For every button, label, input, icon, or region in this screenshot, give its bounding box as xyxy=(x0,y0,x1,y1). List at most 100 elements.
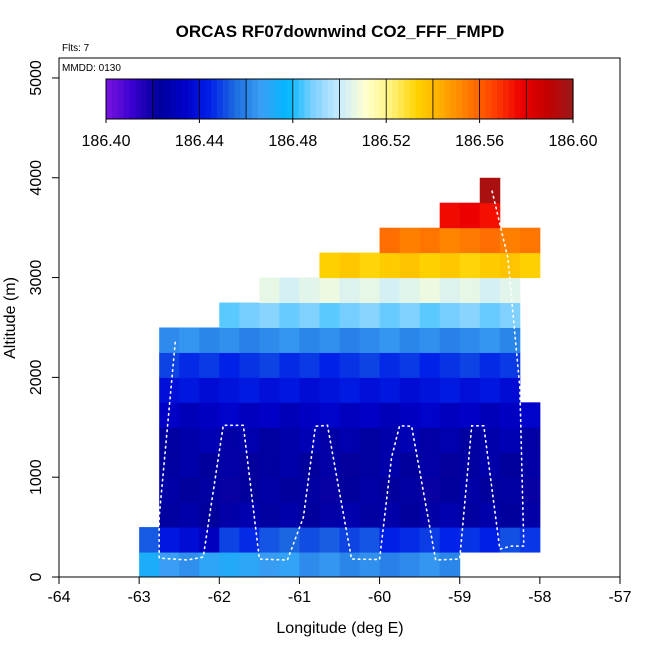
colorbar-tick-label: 186.40 xyxy=(82,133,131,150)
heatmap-cell xyxy=(479,252,501,279)
heatmap-cell xyxy=(479,502,501,528)
colorbar-swatch xyxy=(234,79,241,119)
colorbar-swatch xyxy=(141,79,148,119)
heatmap-cell xyxy=(379,452,401,478)
heatmap-cell xyxy=(479,527,501,553)
heatmap-cell xyxy=(159,552,180,578)
colorbar-swatch xyxy=(170,79,177,119)
heatmap-cell xyxy=(299,452,320,478)
heatmap-cell xyxy=(379,477,401,503)
heatmap-cell xyxy=(359,252,381,279)
colorbar-tick-label: 186.48 xyxy=(268,133,317,150)
heatmap-cell xyxy=(279,277,300,304)
heatmap-cell xyxy=(139,527,160,553)
colorbar-swatch xyxy=(567,79,574,119)
heatmap-cell xyxy=(519,527,541,553)
colorbar-swatch xyxy=(386,79,393,119)
heatmap-cell xyxy=(339,252,361,279)
colorbar-swatch xyxy=(310,79,317,119)
heatmap-cell xyxy=(179,352,200,378)
y-tick-label: 3000 xyxy=(28,260,45,296)
heatmap-cell xyxy=(339,402,361,428)
heatmap-cell xyxy=(239,477,260,503)
heatmap-cell xyxy=(419,227,441,254)
heatmap-cell xyxy=(179,477,200,503)
heatmap-cell xyxy=(499,227,521,254)
heatmap-cell xyxy=(259,527,280,553)
heatmap-cell xyxy=(479,427,501,453)
heatmap-cell xyxy=(439,402,461,428)
heatmap-cell xyxy=(439,377,461,403)
heatmap-cell xyxy=(419,277,441,304)
colorbar-swatch xyxy=(450,79,457,119)
heatmap-cell xyxy=(179,527,200,553)
colorbar-swatch xyxy=(298,79,306,119)
heatmap-cell xyxy=(419,377,441,403)
heatmap-cells xyxy=(139,177,541,578)
heatmap-cell xyxy=(259,427,280,453)
colorbar-swatch xyxy=(316,79,323,119)
heatmap-cell xyxy=(359,402,381,428)
colorbar-swatch xyxy=(456,79,463,119)
heatmap-cell xyxy=(499,352,521,378)
colorbar-swatch xyxy=(327,79,335,119)
heatmap-cell xyxy=(439,352,461,378)
heatmap-cell xyxy=(259,452,280,478)
heatmap-cell xyxy=(199,427,220,453)
colorbar-swatch xyxy=(514,79,522,119)
colorbar-swatch xyxy=(275,79,282,119)
colorbar-swatch xyxy=(409,79,416,119)
y-tick-label: 0 xyxy=(28,572,45,581)
heatmap-cell xyxy=(479,452,501,478)
heatmap-cell xyxy=(239,527,260,553)
colorbar-swatch xyxy=(146,79,154,119)
heatmap-cell xyxy=(359,377,381,403)
heatmap-cell xyxy=(159,327,180,353)
colorbar-swatch xyxy=(415,79,422,119)
heatmap-cell xyxy=(459,527,481,553)
colorbar-swatch xyxy=(479,79,487,119)
heatmap-cell xyxy=(459,202,481,229)
heatmap-cell xyxy=(399,452,421,478)
colorbar-swatch xyxy=(269,79,276,119)
colorbar-swatch xyxy=(286,79,294,119)
colorbar-swatch xyxy=(438,79,446,119)
heatmap-cell xyxy=(159,402,180,428)
heatmap-cell xyxy=(479,202,501,229)
colorbar-swatch xyxy=(520,79,527,119)
heatmap-cell xyxy=(499,502,521,528)
heatmap-cell xyxy=(219,352,240,378)
heatmap-cell xyxy=(399,377,421,403)
flight-track xyxy=(158,188,525,561)
heatmap-cell xyxy=(399,502,421,528)
heatmap-cell xyxy=(399,327,421,353)
heatmap-cell xyxy=(139,552,160,578)
heatmap-cell xyxy=(419,402,441,428)
heatmap-cell xyxy=(359,327,381,353)
flight-track-line xyxy=(158,188,525,561)
heatmap-cell xyxy=(259,552,280,578)
heatmap-cell xyxy=(399,277,421,304)
heatmap-cell xyxy=(339,327,361,353)
colorbar-swatch xyxy=(497,79,504,119)
heatmap-cell xyxy=(439,452,461,478)
heatmap-cell xyxy=(219,552,240,578)
heatmap-cell xyxy=(159,377,180,403)
heatmap-cell xyxy=(359,502,381,528)
heatmap-cell xyxy=(259,377,280,403)
heatmap-cell xyxy=(399,352,421,378)
heatmap-cell xyxy=(299,477,320,503)
heatmap-cell xyxy=(519,502,541,528)
heatmap-cell xyxy=(259,477,280,503)
heatmap-cell xyxy=(359,277,381,304)
heatmap-cell xyxy=(479,327,501,353)
heatmap-cell xyxy=(239,552,260,578)
heatmap-cell xyxy=(339,302,361,328)
heatmap-cell xyxy=(399,477,421,503)
colorbar-swatch xyxy=(432,79,440,119)
heatmap-cell xyxy=(219,452,240,478)
colorbar-swatch xyxy=(502,79,510,119)
heatmap-cell xyxy=(219,327,240,353)
heatmap-cell xyxy=(159,502,180,528)
heatmap-cell xyxy=(519,402,541,428)
